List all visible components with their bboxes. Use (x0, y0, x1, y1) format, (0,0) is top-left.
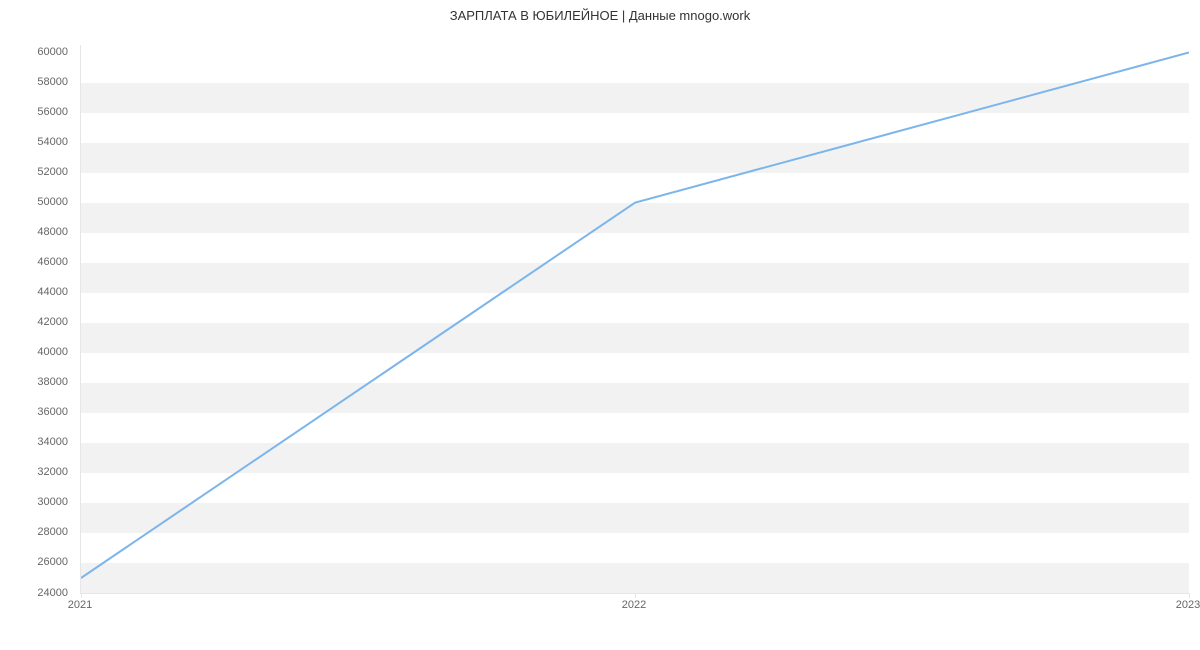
y-axis-label: 46000 (0, 256, 68, 268)
y-axis-label: 26000 (0, 556, 68, 568)
y-axis-label: 48000 (0, 226, 68, 238)
y-axis-label: 50000 (0, 196, 68, 208)
line-series (81, 45, 1189, 593)
y-axis-label: 38000 (0, 376, 68, 388)
plot-area (80, 45, 1189, 594)
y-axis-label: 28000 (0, 526, 68, 538)
y-axis-label: 32000 (0, 466, 68, 478)
chart-title: ЗАРПЛАТА В ЮБИЛЕЙНОЕ | Данные mnogo.work (0, 8, 1200, 23)
x-tick (1189, 593, 1190, 598)
y-axis-label: 56000 (0, 106, 68, 118)
y-axis-label: 30000 (0, 496, 68, 508)
y-axis-label: 34000 (0, 436, 68, 448)
chart-container: ЗАРПЛАТА В ЮБИЛЕЙНОЕ | Данные mnogo.work… (0, 0, 1200, 650)
x-tick (81, 593, 82, 598)
x-axis-label: 2021 (50, 599, 110, 611)
y-axis-label: 58000 (0, 76, 68, 88)
y-axis-label: 54000 (0, 136, 68, 148)
y-axis-label: 24000 (0, 587, 68, 599)
y-axis-label: 44000 (0, 286, 68, 298)
x-axis-label: 2022 (604, 599, 664, 611)
y-axis-label: 52000 (0, 166, 68, 178)
x-tick (635, 593, 636, 598)
y-axis-label: 40000 (0, 346, 68, 358)
y-axis-label: 60000 (0, 46, 68, 58)
y-axis-label: 42000 (0, 316, 68, 328)
x-axis-label: 2023 (1158, 599, 1200, 611)
y-axis-label: 36000 (0, 406, 68, 418)
